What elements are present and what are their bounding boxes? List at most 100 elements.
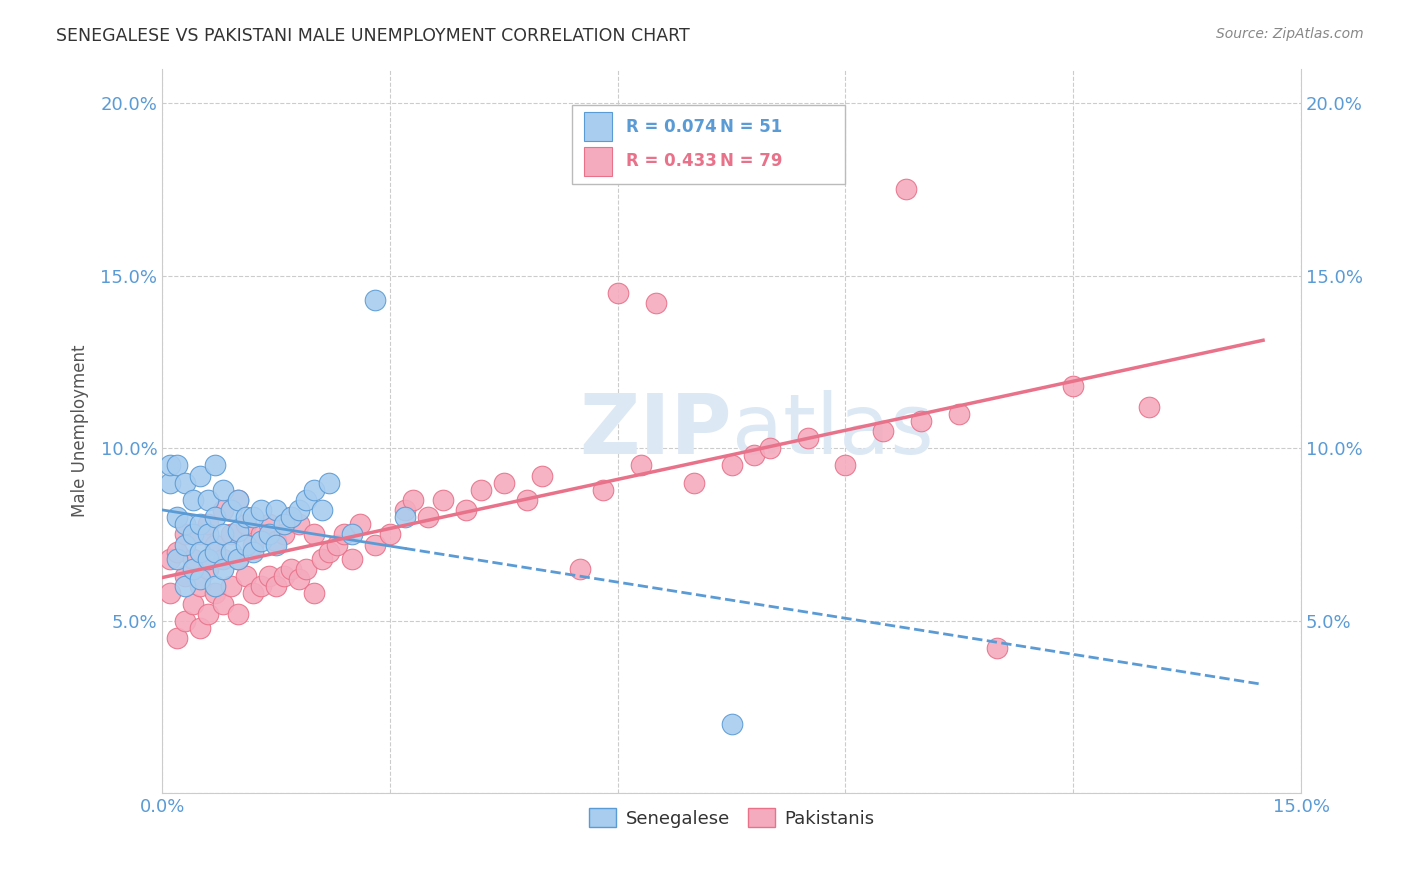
Point [986, 641, 1008, 656]
Point [333, 527, 356, 541]
Point [159, 551, 181, 566]
Point [416, 510, 439, 524]
Point [1137, 400, 1160, 414]
Point [834, 458, 856, 473]
Point [273, 517, 295, 532]
Point [250, 534, 273, 549]
Point [280, 510, 302, 524]
Y-axis label: Male Unemployment: Male Unemployment [72, 344, 89, 517]
Point [204, 458, 226, 473]
Point [744, 448, 766, 462]
Point [219, 503, 242, 517]
Point [644, 296, 666, 310]
Point [682, 475, 704, 490]
Point [226, 551, 249, 566]
Point [204, 538, 226, 552]
Point [257, 517, 280, 532]
Point [592, 483, 614, 497]
Point [318, 545, 340, 559]
Point [326, 538, 349, 552]
Point [295, 562, 318, 576]
Point [197, 527, 219, 541]
Point [250, 579, 273, 593]
Point [226, 492, 249, 507]
Point [1062, 379, 1084, 393]
Point [159, 458, 181, 473]
Point [174, 527, 197, 541]
Point [340, 527, 363, 541]
Point [204, 510, 226, 524]
Point [492, 475, 515, 490]
Point [250, 527, 273, 541]
Point [188, 517, 211, 532]
Point [166, 631, 188, 645]
Point [340, 551, 363, 566]
Point [235, 538, 257, 552]
Point [197, 517, 219, 532]
Point [219, 579, 242, 593]
Point [204, 586, 226, 600]
Point [235, 517, 257, 532]
Point [394, 503, 416, 517]
Point [188, 527, 211, 541]
Point [872, 424, 894, 438]
Point [364, 538, 387, 552]
Point [720, 458, 742, 473]
Point [219, 527, 242, 541]
Point [226, 607, 249, 621]
Point [311, 551, 333, 566]
Point [181, 527, 204, 541]
Point [242, 538, 264, 552]
Point [174, 614, 197, 628]
Point [910, 414, 932, 428]
Point [181, 562, 204, 576]
Point [318, 475, 340, 490]
Point [302, 527, 325, 541]
Point [174, 569, 197, 583]
Point [166, 545, 188, 559]
Point [242, 510, 264, 524]
Point [188, 468, 211, 483]
Point [264, 503, 287, 517]
Point [273, 527, 295, 541]
Point [257, 569, 280, 583]
Point [470, 483, 492, 497]
Point [197, 551, 219, 566]
Text: N = 79: N = 79 [720, 153, 783, 170]
Point [226, 524, 249, 538]
Point [264, 579, 287, 593]
Point [212, 527, 235, 541]
Point [212, 562, 235, 576]
Point [516, 492, 538, 507]
Point [288, 572, 311, 586]
Point [212, 503, 235, 517]
Point [174, 475, 197, 490]
Point [302, 483, 325, 497]
Point [530, 468, 553, 483]
Point [219, 545, 242, 559]
Point [454, 503, 477, 517]
Point [250, 503, 273, 517]
Text: Source: ZipAtlas.com: Source: ZipAtlas.com [1216, 27, 1364, 41]
Point [242, 586, 264, 600]
Point [311, 503, 333, 517]
Point [226, 492, 249, 507]
Point [226, 551, 249, 566]
Point [630, 458, 652, 473]
Point [280, 510, 302, 524]
Point [174, 579, 197, 593]
FancyBboxPatch shape [583, 147, 612, 176]
Point [212, 551, 235, 566]
Legend: Senegalese, Pakistanis: Senegalese, Pakistanis [582, 801, 882, 835]
Point [273, 569, 295, 583]
Point [264, 534, 287, 549]
Text: R = 0.433: R = 0.433 [626, 153, 717, 170]
Point [166, 551, 188, 566]
Point [364, 293, 387, 307]
Point [796, 431, 818, 445]
Point [264, 538, 287, 552]
Point [159, 475, 181, 490]
Point [394, 510, 416, 524]
Point [197, 607, 219, 621]
Point [188, 545, 211, 559]
